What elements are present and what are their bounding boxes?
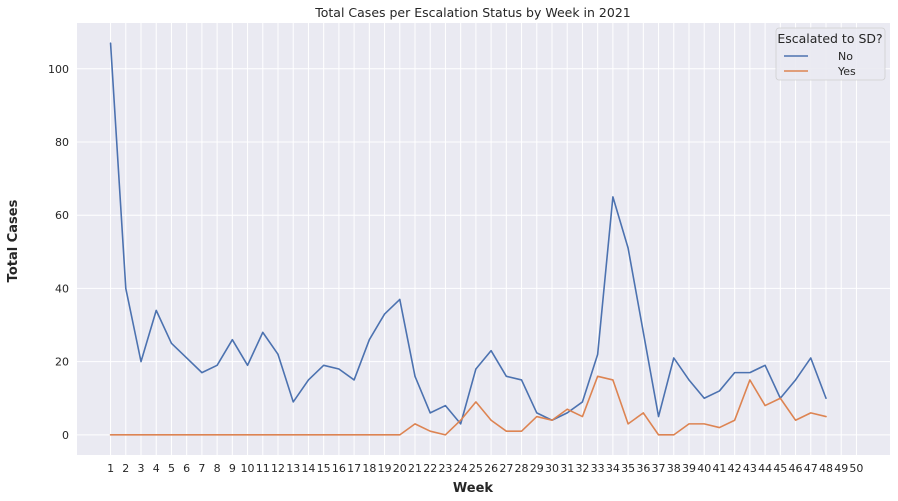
x-tick-label: 21 [408, 462, 422, 475]
x-tick-label: 33 [591, 462, 605, 475]
x-tick-label: 17 [347, 462, 361, 475]
x-tick-label: 4 [153, 462, 160, 475]
x-tick-label: 11 [256, 462, 270, 475]
x-tick-label: 5 [168, 462, 175, 475]
legend: Escalated to SD? No Yes [775, 27, 886, 81]
x-tick-label: 23 [438, 462, 452, 475]
legend-label-no: No [838, 50, 853, 63]
x-tick-label: 47 [804, 462, 818, 475]
x-tick-label: 36 [636, 462, 650, 475]
x-tick-label: 49 [834, 462, 848, 475]
x-tick-label: 40 [697, 462, 711, 475]
x-tick-label: 12 [271, 462, 285, 475]
x-tick-label: 38 [667, 462, 681, 475]
x-tick-label: 24 [454, 462, 468, 475]
series-line-yes [109, 375, 827, 436]
x-tick-label: 48 [819, 462, 833, 475]
x-tick-label: 7 [198, 462, 205, 475]
y-axis-ticks: 0 20 40 60 80 100 [48, 63, 69, 442]
x-tick-label: 37 [652, 462, 666, 475]
legend-title: Escalated to SD? [777, 31, 882, 46]
x-axis-label: Week [453, 481, 494, 496]
x-tick-label: 18 [362, 462, 376, 475]
x-tick-label: 31 [560, 462, 574, 475]
x-tick-label: 1 [107, 462, 114, 475]
x-tick-label: 41 [712, 462, 726, 475]
x-tick-label: 19 [378, 462, 392, 475]
x-tick-label: 43 [743, 462, 757, 475]
x-tick-label: 50 [849, 462, 863, 475]
y-tick-label: 0 [62, 429, 69, 442]
x-tick-label: 28 [515, 462, 529, 475]
y-tick-label: 40 [55, 282, 69, 295]
x-tick-label: 32 [575, 462, 589, 475]
x-tick-label: 30 [545, 462, 559, 475]
series-line-no [109, 42, 827, 425]
x-tick-label: 26 [484, 462, 498, 475]
x-tick-label: 22 [423, 462, 437, 475]
legend-label-yes: Yes [837, 65, 856, 78]
x-tick-label: 3 [138, 462, 145, 475]
x-tick-label: 29 [530, 462, 544, 475]
x-tick-label: 8 [214, 462, 221, 475]
x-tick-label: 2 [122, 462, 129, 475]
series-lines [109, 42, 827, 436]
y-tick-label: 20 [55, 356, 69, 369]
x-tick-label: 35 [621, 462, 635, 475]
x-tick-label: 39 [682, 462, 696, 475]
x-tick-label: 20 [393, 462, 407, 475]
y-axis-label: Total Cases [6, 199, 21, 282]
x-tick-label: 9 [229, 462, 236, 475]
legend-box [775, 27, 886, 81]
chart-title: Total Cases per Escalation Status by Wee… [314, 5, 631, 20]
x-tick-label: 42 [728, 462, 742, 475]
x-tick-label: 45 [773, 462, 787, 475]
x-tick-label: 25 [469, 462, 483, 475]
x-tick-label: 14 [301, 462, 315, 475]
x-tick-label: 10 [241, 462, 255, 475]
x-tick-label: 34 [606, 462, 620, 475]
y-tick-label: 60 [55, 209, 69, 222]
x-tick-label: 46 [789, 462, 803, 475]
x-tick-label: 13 [286, 462, 300, 475]
x-tick-label: 6 [183, 462, 190, 475]
x-tick-label: 16 [332, 462, 346, 475]
plot-background [77, 23, 890, 455]
x-tick-label: 27 [499, 462, 513, 475]
y-tick-label: 80 [55, 136, 69, 149]
x-axis-ticks: 1 2 3 4 5 6 7 8 9 10 11 12 13 14 15 16 17 18 19 20 21 22 23 24 2… [107, 462, 863, 475]
grid [77, 23, 890, 455]
y-tick-label: 100 [48, 63, 69, 76]
x-tick-label: 44 [758, 462, 772, 475]
x-tick-label: 15 [317, 462, 331, 475]
